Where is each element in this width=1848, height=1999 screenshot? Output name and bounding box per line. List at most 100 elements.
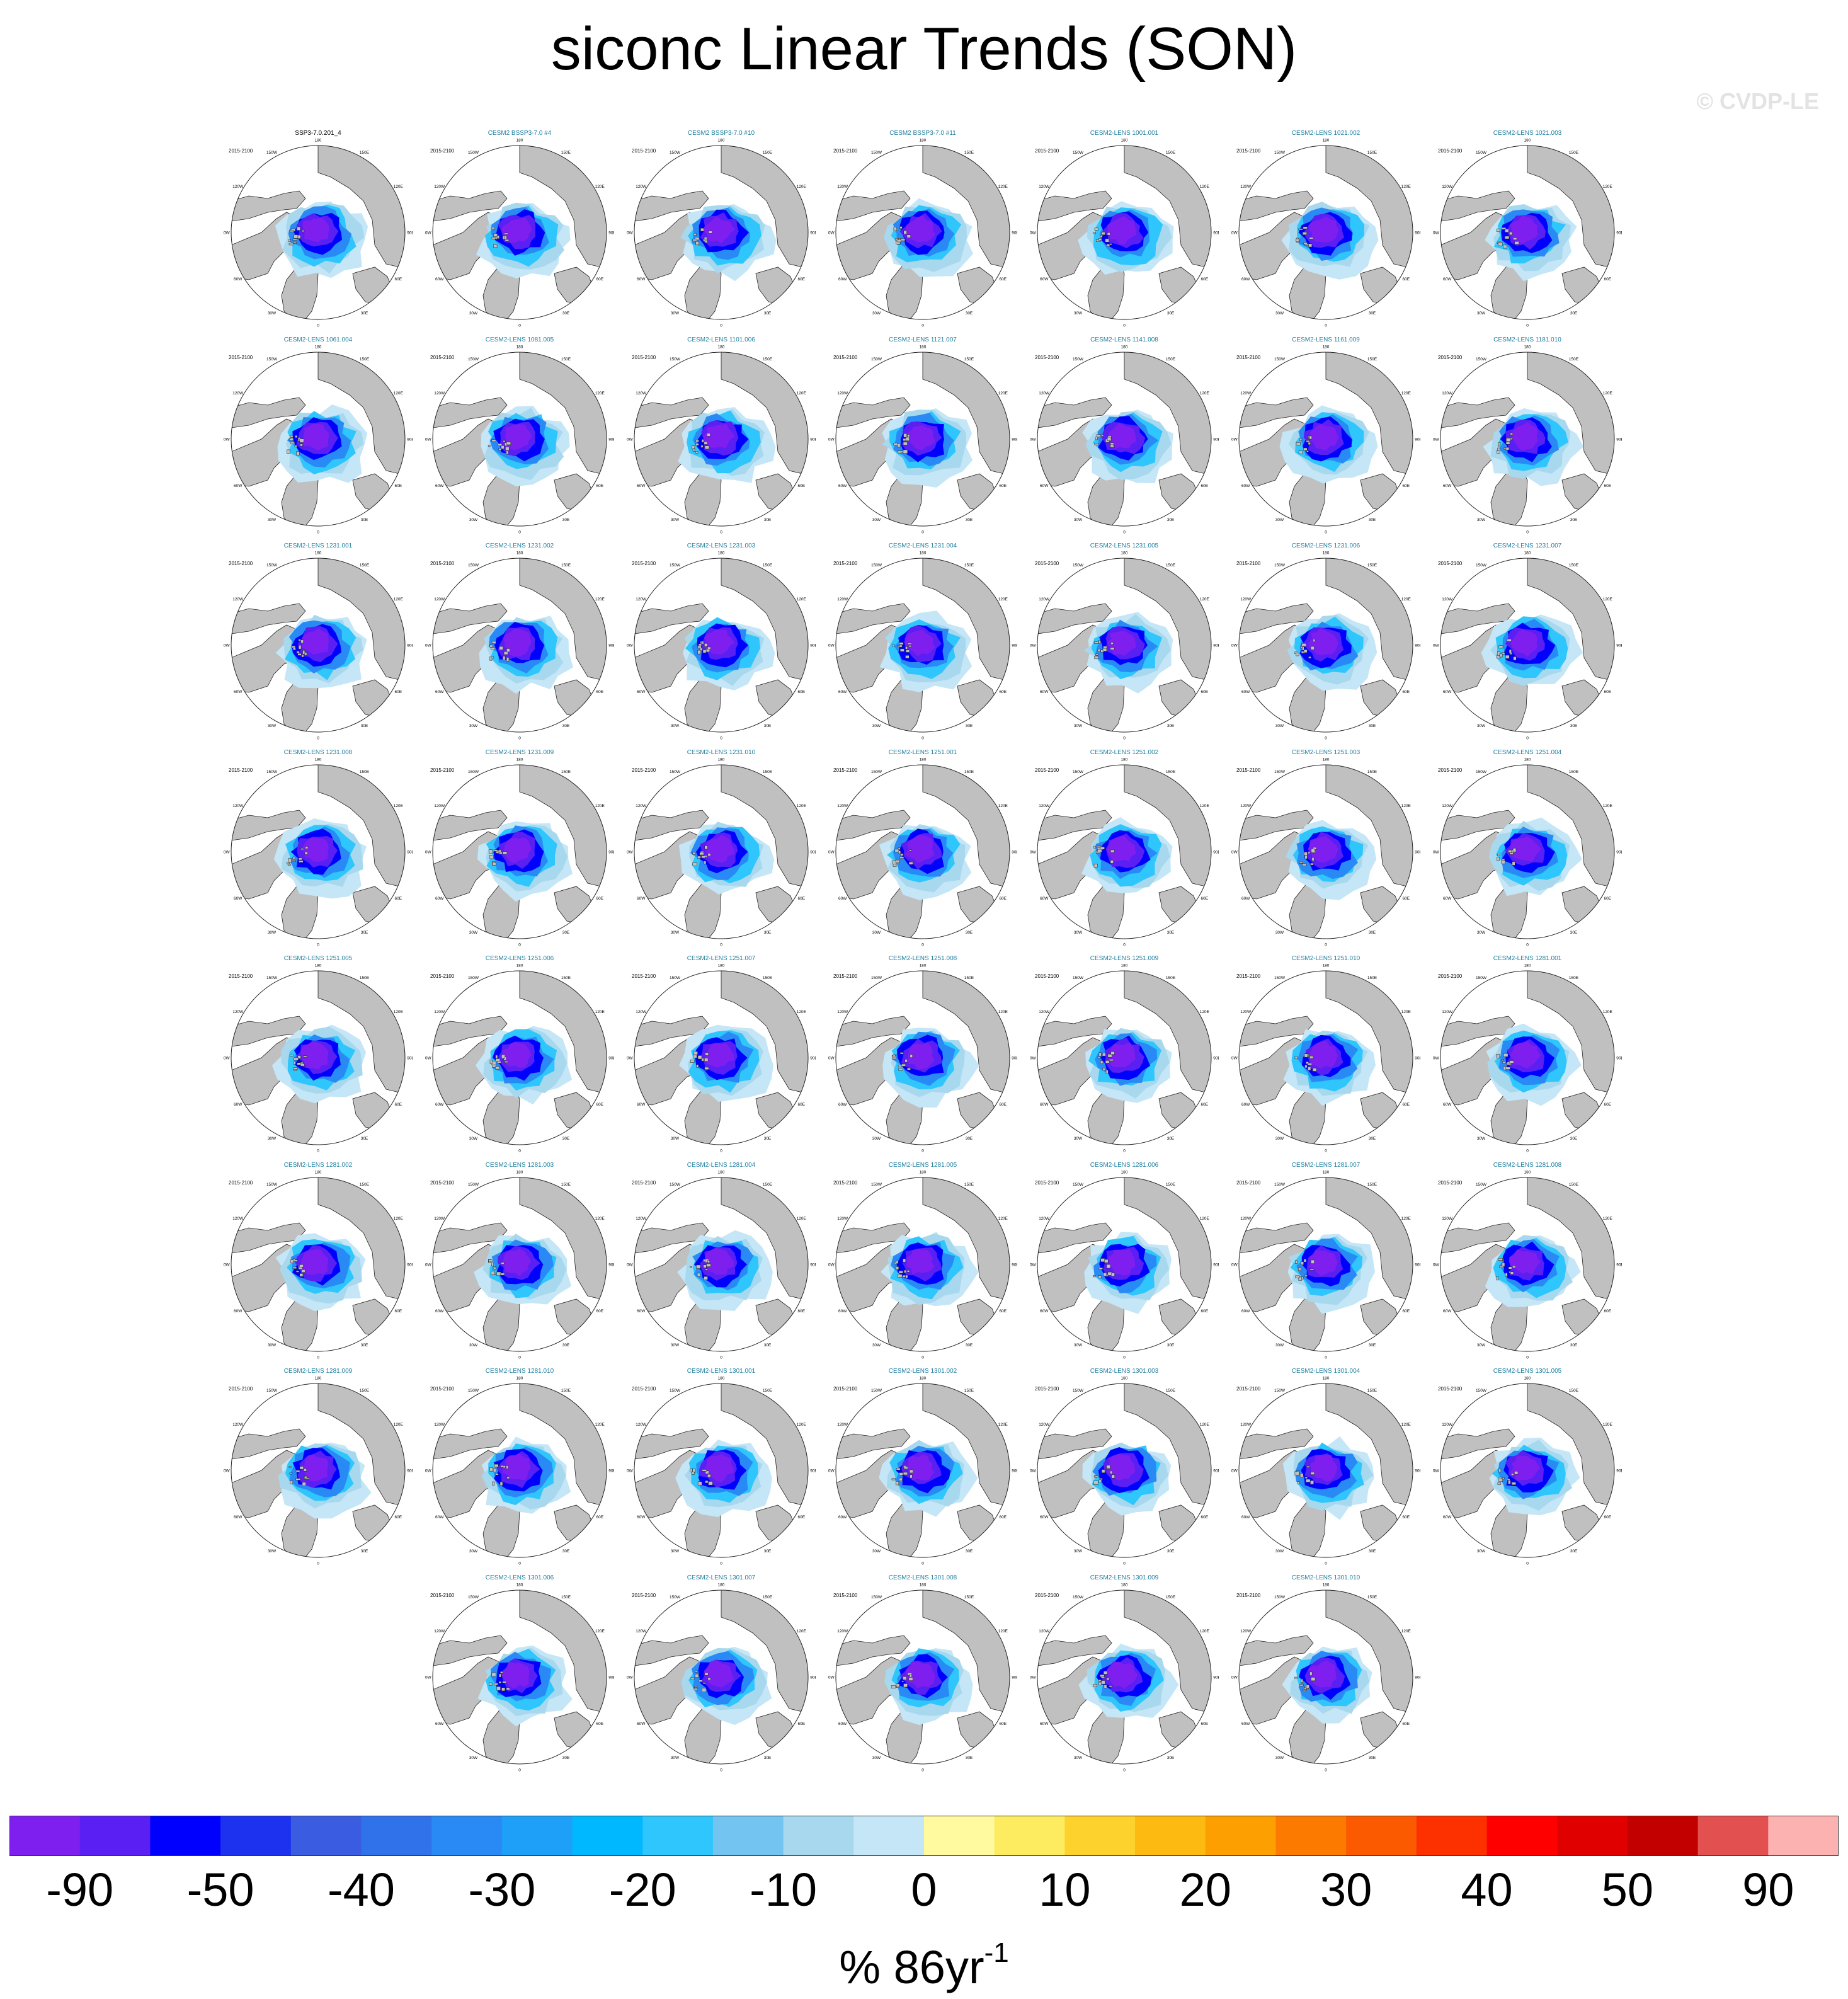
longitude-label: 180 <box>920 345 927 350</box>
island <box>900 238 905 241</box>
panel-period: 2015-2100 <box>430 355 455 360</box>
island <box>1311 849 1315 853</box>
longitude-label: 30E <box>764 1137 772 1141</box>
island <box>1107 1054 1112 1058</box>
island <box>1105 1070 1109 1074</box>
longitude-label: 120E <box>797 1423 807 1427</box>
longitude-label: 120W <box>636 1629 647 1634</box>
colorbar-swatch <box>1064 1816 1136 1856</box>
island <box>1497 651 1500 656</box>
longitude-label: 90W <box>224 644 231 648</box>
land-mass <box>836 1428 911 1460</box>
island <box>1313 1068 1317 1072</box>
longitude-label: 150E <box>763 770 773 774</box>
island <box>503 1465 506 1469</box>
longitude-label: 150W <box>266 976 278 980</box>
longitude-label: 90E <box>810 1676 816 1680</box>
island <box>506 648 510 653</box>
longitude-label: 30W <box>671 931 680 935</box>
island <box>903 449 908 454</box>
longitude-label: 0 <box>1325 324 1327 328</box>
island <box>1497 854 1500 856</box>
island <box>494 1683 498 1686</box>
map-boundary <box>1238 1589 1413 1765</box>
longitude-label: 60W <box>838 1103 847 1107</box>
panel-period: 2015-2100 <box>1035 148 1059 154</box>
longitude-label: 150E <box>1367 563 1377 568</box>
island <box>896 1266 899 1270</box>
longitude-label: 60W <box>1040 1103 1049 1107</box>
sea-ice-trend-region <box>505 424 532 450</box>
panel-title: CESM2-LENS 1061.004 <box>283 336 353 343</box>
island <box>301 230 305 232</box>
island <box>1505 442 1510 445</box>
island <box>704 445 710 450</box>
longitude-label: 60W <box>637 1515 646 1520</box>
island <box>700 445 704 448</box>
sea-ice-trend-region <box>704 1043 734 1068</box>
longitude-label: 120W <box>1039 391 1050 396</box>
island <box>1098 1681 1102 1685</box>
island <box>1102 1068 1106 1071</box>
colorbar-tick-label: -90 <box>46 1864 114 1916</box>
longitude-label: 180 <box>1323 758 1330 762</box>
panel-period: 2015-2100 <box>632 1386 656 1392</box>
map-panel: CESM2-LENS 1231.006 2015-2100 180 150E 120E 9… <box>1231 542 1420 742</box>
colorbar-tick-label: 0 <box>911 1864 937 1916</box>
island <box>1502 1477 1505 1480</box>
island <box>702 650 707 653</box>
longitude-label: 0 <box>921 736 924 741</box>
longitude-label: 150E <box>763 1389 773 1393</box>
colorbar-swatch <box>361 1816 432 1856</box>
longitude-label: 60W <box>637 484 646 488</box>
island <box>500 1262 505 1264</box>
longitude-label: 60W <box>1040 277 1049 282</box>
island <box>1299 1473 1304 1477</box>
island <box>504 1061 508 1063</box>
longitude-label: 150W <box>468 1389 479 1393</box>
longitude-label: 90E <box>1616 644 1622 648</box>
longitude-label: 90E <box>1012 1263 1017 1268</box>
island <box>293 242 297 244</box>
longitude-label: 180 <box>1121 1583 1128 1588</box>
island <box>707 1260 710 1263</box>
longitude-label: 90E <box>1616 231 1622 236</box>
longitude-label: 60E <box>798 1515 806 1520</box>
island <box>1101 232 1105 235</box>
longitude-label: 30W <box>1074 724 1083 728</box>
longitude-label: 60E <box>1000 1515 1007 1520</box>
island <box>901 1063 906 1067</box>
map-boundary <box>1440 1383 1615 1558</box>
island <box>1103 1272 1107 1276</box>
longitude-label: 30W <box>671 1549 680 1554</box>
island <box>1107 232 1110 236</box>
longitude-label: 150E <box>1166 151 1176 155</box>
sea-ice-trend-region <box>906 1454 935 1481</box>
island <box>695 241 699 246</box>
land-mass <box>1440 397 1515 428</box>
island <box>705 1052 709 1056</box>
longitude-label: 150W <box>468 976 479 980</box>
longitude-label: 90E <box>1012 231 1017 236</box>
map-panel: CESM2-LENS 1251.006 2015-2100 180 150E 120E 9… <box>425 954 614 1155</box>
longitude-label: 90E <box>608 851 614 855</box>
map-panel: CESM2-LENS 1281.005 2015-2100 180 150E 120E 9… <box>828 1161 1017 1361</box>
longitude-label: 30W <box>671 724 680 728</box>
longitude-label: 30E <box>966 931 973 935</box>
longitude-label: 30E <box>966 311 973 316</box>
island <box>702 1469 707 1472</box>
longitude-label: 90E <box>1616 438 1622 442</box>
island <box>1502 1263 1505 1267</box>
island <box>693 1688 698 1691</box>
land-mass <box>1037 603 1112 634</box>
longitude-label: 0 <box>1123 943 1126 948</box>
longitude-label: 180 <box>516 345 523 350</box>
longitude-label: 180 <box>516 964 523 968</box>
longitude-label: 90E <box>1415 438 1420 442</box>
sea-ice-trend-region <box>705 1247 734 1275</box>
map-boundary <box>634 1589 809 1765</box>
longitude-label: 120E <box>1200 1010 1210 1014</box>
longitude-label: 180 <box>315 1171 322 1175</box>
island <box>1496 228 1500 232</box>
longitude-label: 150E <box>763 1183 773 1187</box>
